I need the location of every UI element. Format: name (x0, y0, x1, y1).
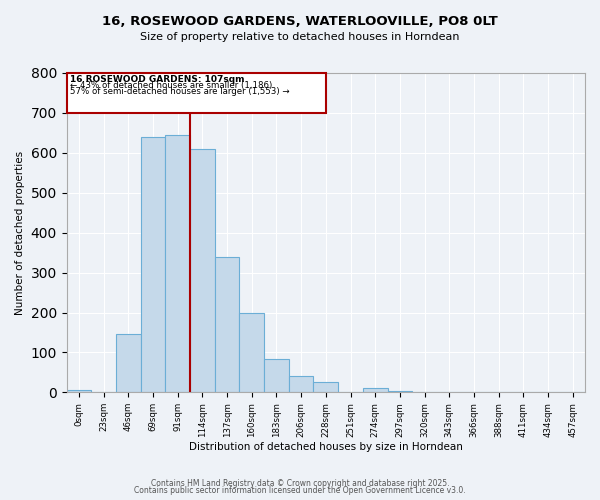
Bar (67, 73, 326, 113)
Text: Contains public sector information licensed under the Open Government Licence v3: Contains public sector information licen… (134, 486, 466, 495)
Bar (215, 258, 239, 392)
Text: 16 ROSEWOOD GARDENS: 107sqm: 16 ROSEWOOD GARDENS: 107sqm (70, 76, 245, 84)
Bar (190, 149, 215, 392)
Text: Contains HM Land Registry data © Crown copyright and database right 2025.: Contains HM Land Registry data © Crown c… (151, 478, 449, 488)
Bar (264, 359, 289, 392)
X-axis label: Distribution of detached houses by size in Horndean: Distribution of detached houses by size … (189, 442, 463, 452)
Text: 57% of semi-detached houses are larger (1,553) →: 57% of semi-detached houses are larger (… (70, 86, 290, 96)
Bar (166, 135, 190, 392)
Y-axis label: Number of detached properties: Number of detached properties (15, 150, 25, 314)
Text: Size of property relative to detached houses in Horndean: Size of property relative to detached ho… (140, 32, 460, 42)
Bar (388, 391, 412, 392)
Bar (67, 390, 91, 392)
Bar (116, 334, 141, 392)
Bar (313, 382, 338, 392)
Bar (239, 312, 264, 392)
Bar (141, 137, 166, 392)
Bar (363, 388, 388, 392)
Bar (289, 376, 313, 392)
Text: 16, ROSEWOOD GARDENS, WATERLOOVILLE, PO8 0LT: 16, ROSEWOOD GARDENS, WATERLOOVILLE, PO8… (102, 15, 498, 28)
Text: ← 43% of detached houses are smaller (1,186): ← 43% of detached houses are smaller (1,… (70, 81, 272, 90)
